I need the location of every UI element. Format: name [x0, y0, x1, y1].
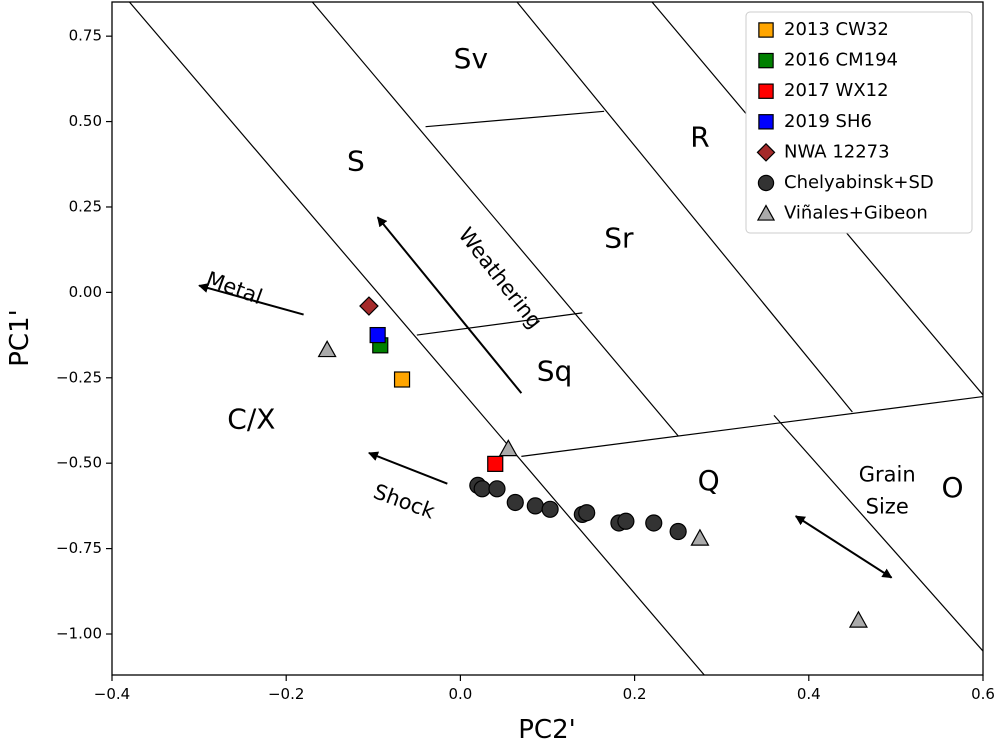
legend-label-2019-sh6: 2019 SH6: [784, 111, 872, 132]
legend-frame: [745, 11, 973, 234]
boundary-line-1: [128, 2, 705, 675]
y-tick-label-0-50: −0.50: [56, 454, 102, 472]
region-label-r: R: [690, 121, 709, 154]
chelyabinsk-sd-point-12: [669, 522, 687, 541]
legend-marker-2013-cw32: [758, 22, 774, 38]
region-label-sq: Sq: [537, 355, 573, 388]
region-label-q: Q: [698, 464, 720, 497]
y-axis-ticks: 0.75 0.50 0.25 0.00 −0.25 −0.50 −0.75 −1.00: [56, 27, 112, 643]
legend-marker-chelyabinsk-sd: [757, 174, 775, 192]
grain-size-annotation: Grain Size: [859, 462, 916, 518]
legend-items: 2013 CW32 2016 CM194 2017 WX12 2019 SH6 NWA …: [756, 19, 934, 224]
boundary-line-6: [425, 110, 605, 128]
data-points: [317, 296, 868, 628]
legend-label-nwa-12273: NWA 12273: [784, 141, 890, 162]
x-tick-label-0-0: 0.0: [448, 685, 472, 703]
shock-arrow: [368, 451, 448, 485]
weathering-annotation: Weathering: [454, 223, 547, 333]
chelyabinsk-sd-point-10: [617, 512, 635, 530]
plot-frame: [111, 1, 984, 676]
weathering-arrow: [376, 216, 523, 394]
grain-size-annotation-line-2: Size: [866, 494, 909, 518]
x-tick-label-0-4: −0.4: [94, 685, 130, 703]
grain-size-annotation-line-1: Grain: [859, 462, 916, 486]
x-axis-title: PC2': [518, 715, 576, 743]
vi-ales-gibeon-point-4: [848, 610, 868, 628]
chelyabinsk-sd-point-8: [578, 504, 596, 522]
nwa-12273-point-1: [359, 296, 379, 316]
y-tick-label-0-00: 0.00: [69, 283, 102, 301]
chelyabinsk-sd-point-6: [541, 500, 559, 518]
legend-marker-vi-ales-gibeon: [756, 204, 776, 221]
legend-marker-2016-cm194: [758, 52, 774, 69]
vi-ales-gibeon-point-3: [690, 528, 710, 546]
metal-annotation: Metal: [203, 267, 266, 309]
legend-marker-2019-sh6: [758, 114, 774, 130]
legend-label-2017-wx12: 2017 WX12: [784, 80, 889, 101]
legend-label-2013-cw32: 2013 CW32: [784, 19, 889, 40]
boundary-line-3: [516, 2, 853, 413]
region-label-s: S: [347, 145, 365, 178]
chelyabinsk-sd-point-3: [488, 480, 506, 498]
x-axis-ticks: −0.4 −0.2 0.0 0.2 0.4 0.6: [94, 675, 995, 703]
x-tick-label-0-2: 0.2: [623, 685, 647, 703]
chelyabinsk-sd-point-11: [645, 514, 663, 532]
legend-marker-nwa-12273: [756, 143, 776, 162]
region-label-o: O: [941, 471, 963, 504]
vi-ales-gibeon-point-2: [498, 439, 518, 457]
region-label-sv: Sv: [454, 42, 488, 75]
boundary-line-7: [416, 312, 583, 336]
y-tick-label-1-00: −1.00: [56, 625, 102, 643]
legend-marker-2017-wx12: [758, 83, 774, 99]
2013-cw32-point-1: [393, 371, 411, 388]
y-tick-label-0-75: 0.75: [69, 27, 102, 45]
chelyabinsk-sd-point-4: [506, 493, 524, 512]
y-axis-title: PC1': [5, 309, 35, 367]
x-tick-label-0-2: −0.2: [268, 685, 304, 703]
vi-ales-gibeon-point-1: [317, 340, 337, 358]
x-tick-label-0-4: 0.4: [797, 685, 821, 703]
2019-sh6-point-1: [369, 326, 386, 344]
x-tick-label-0-6: 0.6: [971, 685, 995, 703]
y-tick-label-0-50: 0.50: [69, 112, 102, 130]
grain-size-arrow: [794, 515, 893, 579]
trend-arrows: [198, 216, 893, 579]
2017-wx12-point-1: [487, 455, 504, 472]
boundary-line-8: [521, 395, 983, 457]
legend: 2013 CW32 2016 CM194 2017 WX12 2019 SH6 NWA …: [745, 11, 973, 234]
boundary-line-2: [311, 2, 679, 437]
boundary-line-5: [773, 414, 983, 652]
y-tick-label-0-25: −0.25: [56, 368, 102, 386]
region-label-c-x: C/X: [227, 402, 275, 435]
shock-annotation: Shock: [370, 479, 438, 523]
region-labels: Sv R S Sr Sq C/X Q O: [227, 42, 963, 504]
legend-label-vi-ales-gibeon: Viñales+Gibeon: [784, 203, 928, 224]
y-tick-label-0-75: −0.75: [56, 539, 102, 557]
region-label-sr: Sr: [604, 221, 634, 254]
y-tick-label-0-25: 0.25: [69, 197, 102, 215]
chelyabinsk-sd-point-2: [473, 480, 491, 498]
metal-arrow: [198, 283, 304, 316]
legend-label-chelyabinsk-sd: Chelyabinsk+SD: [784, 172, 934, 193]
legend-label-2016-cm194: 2016 CM194: [784, 50, 898, 71]
chelyabinsk-sd-point-5: [526, 497, 544, 515]
